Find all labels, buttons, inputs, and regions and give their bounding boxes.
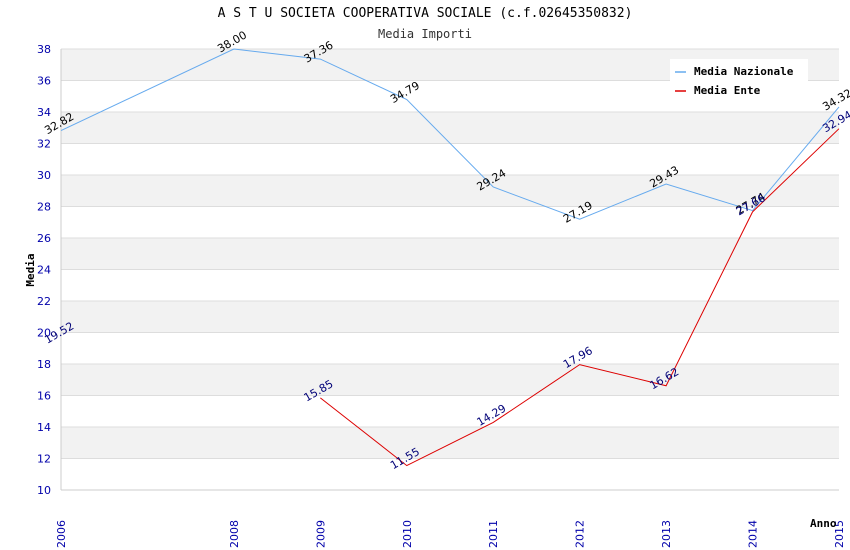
x-tick-label: 2011 xyxy=(487,520,500,548)
legend: Media Nazionale Media Ente xyxy=(670,59,808,101)
y-tick-label: 38 xyxy=(37,43,51,56)
plot-band xyxy=(61,364,839,396)
x-tick-label: 2009 xyxy=(314,520,327,548)
plot-band xyxy=(61,301,839,333)
y-tick-label: 12 xyxy=(37,453,51,466)
x-axis-label: Anno xyxy=(810,517,837,530)
legend-entry: Media Nazionale xyxy=(694,65,794,78)
legend-entry: Media Ente xyxy=(694,84,761,97)
x-tick-label: 2015 xyxy=(833,520,846,548)
plot-band xyxy=(61,206,839,238)
y-tick-label: 26 xyxy=(37,232,51,245)
x-axis-ticks: 2006 2008 2009 2010 2011 2012 2013 2014 2015 xyxy=(55,520,846,548)
y-tick-label: 34 xyxy=(37,106,51,119)
x-tick-label: 2008 xyxy=(228,520,241,548)
plot-band xyxy=(61,427,839,459)
y-tick-label: 18 xyxy=(37,358,51,371)
series-line xyxy=(320,128,840,467)
x-tick-label: 2010 xyxy=(401,520,414,548)
y-tick-label: 22 xyxy=(37,295,51,308)
x-tick-label: 2013 xyxy=(660,520,673,548)
y-tick-label: 24 xyxy=(37,264,51,277)
plot-band xyxy=(61,332,839,364)
chart-title: A S T U SOCIETA COOPERATIVA SOCIALE (c.f… xyxy=(217,6,633,21)
plot-band xyxy=(61,458,839,490)
x-tick-label: 2006 xyxy=(55,520,68,548)
series-lines xyxy=(60,48,840,467)
y-tick-label: 32 xyxy=(37,138,51,151)
y-axis-label: Media xyxy=(24,253,37,286)
y-tick-label: 20 xyxy=(37,327,51,340)
y-tick-label: 10 xyxy=(37,484,51,497)
plot-background xyxy=(61,49,839,490)
x-tick-label: 2014 xyxy=(747,520,760,548)
y-tick-label: 16 xyxy=(37,390,51,403)
gridlines xyxy=(60,48,839,491)
y-tick-label: 36 xyxy=(37,75,51,88)
y-axis-ticks: 10 12 14 16 18 20 22 24 26 28 30 32 34 36 38 xyxy=(37,43,51,497)
y-tick-label: 14 xyxy=(37,421,51,434)
plot-band xyxy=(61,143,839,175)
y-tick-label: 30 xyxy=(37,169,51,182)
plot-band xyxy=(61,395,839,427)
series-line xyxy=(60,48,840,220)
chart-subtitle: Media Importi xyxy=(378,27,472,41)
plot-band xyxy=(61,175,839,207)
plot-band xyxy=(61,112,839,144)
plot-band xyxy=(61,269,839,301)
plot-band xyxy=(61,238,839,270)
x-tick-label: 2012 xyxy=(574,520,587,548)
y-tick-label: 28 xyxy=(37,201,51,214)
legend-box xyxy=(670,59,808,101)
